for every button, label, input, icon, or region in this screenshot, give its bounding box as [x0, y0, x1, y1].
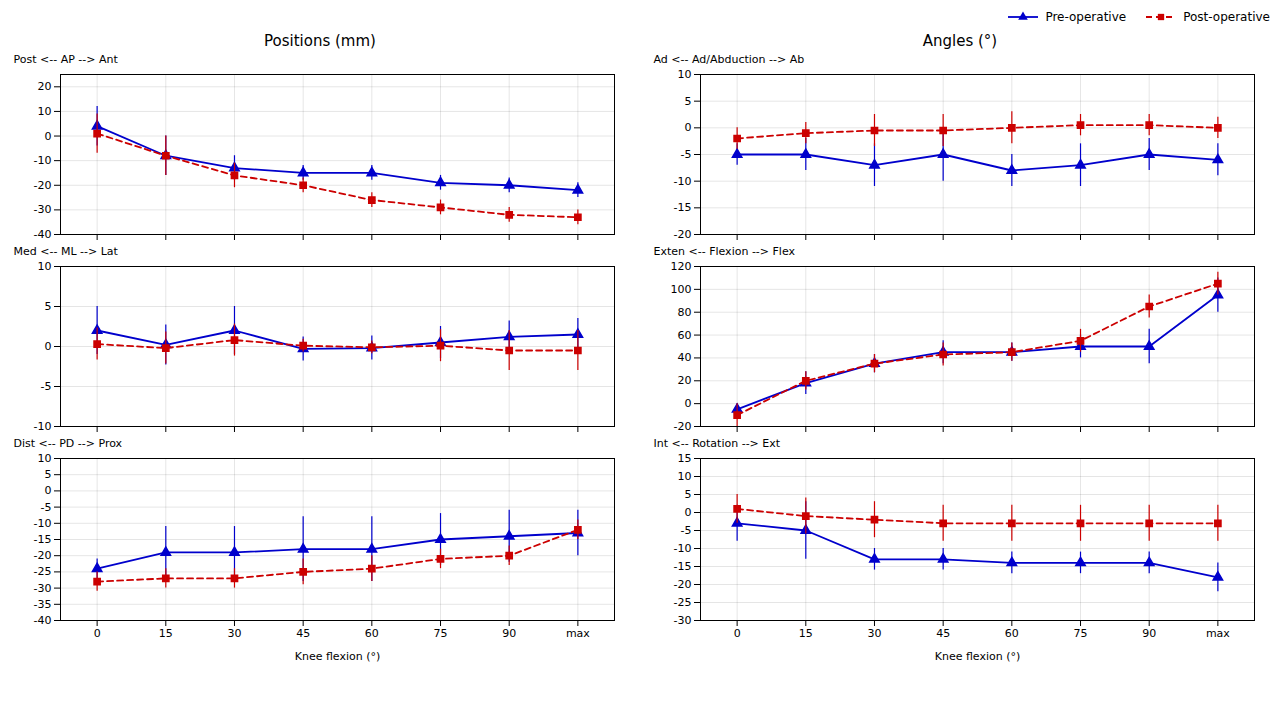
svg-text:5: 5 [685, 95, 692, 108]
svg-text:Knee flexion (°): Knee flexion (°) [295, 650, 381, 663]
svg-text:5: 5 [685, 488, 692, 501]
svg-text:-5: -5 [41, 501, 52, 514]
svg-text:-20: -20 [674, 228, 692, 241]
svg-text:30: 30 [867, 627, 881, 640]
svg-text:-20: -20 [34, 549, 52, 562]
svg-text:-30: -30 [34, 203, 52, 216]
svg-text:120: 120 [671, 260, 692, 273]
svg-text:-40: -40 [34, 228, 52, 241]
svg-text:Ad <-- Ad/Abduction --> Ab: Ad <-- Ad/Abduction --> Ab [654, 53, 805, 66]
svg-text:-10: -10 [674, 542, 692, 555]
svg-text:75: 75 [1074, 627, 1088, 640]
svg-text:0: 0 [45, 484, 52, 497]
svg-text:10: 10 [38, 260, 52, 273]
svg-text:-5: -5 [681, 148, 692, 161]
svg-text:15: 15 [678, 452, 692, 465]
svg-text:0: 0 [94, 627, 101, 640]
svg-text:-15: -15 [674, 560, 692, 573]
svg-text:10: 10 [38, 105, 52, 118]
svg-text:0: 0 [45, 130, 52, 143]
svg-text:-20: -20 [674, 578, 692, 591]
html-text:Pre-operative: Pre-operative [1045, 10, 1127, 24]
svg-text:-10: -10 [674, 175, 692, 188]
svg-text:-10: -10 [34, 517, 52, 530]
svg-text:90: 90 [1142, 627, 1156, 640]
svg-text:-5: -5 [41, 380, 52, 393]
svg-text:max: max [566, 627, 590, 640]
svg-text:-15: -15 [674, 201, 692, 214]
svg-text:90: 90 [502, 627, 516, 640]
svg-text:0: 0 [734, 627, 741, 640]
svg-text:-15: -15 [34, 533, 52, 546]
svg-text:5: 5 [45, 468, 52, 481]
svg-text:-40: -40 [34, 614, 52, 627]
svg-text:-20: -20 [34, 179, 52, 192]
html-text:Angles (°): Angles (°) [922, 32, 998, 50]
svg-text:-25: -25 [674, 596, 692, 609]
svg-text:-30: -30 [674, 614, 692, 627]
svg-text:30: 30 [227, 627, 241, 640]
svg-text:100: 100 [671, 283, 692, 296]
svg-text:-25: -25 [34, 565, 52, 578]
svg-text:15: 15 [159, 627, 173, 640]
svg-text:0: 0 [685, 506, 692, 519]
svg-text:20: 20 [38, 80, 52, 93]
svg-text:0: 0 [685, 121, 692, 134]
svg-text:-10: -10 [34, 420, 52, 433]
svg-text:75: 75 [434, 627, 448, 640]
svg-text:40: 40 [678, 351, 692, 364]
svg-text:-20: -20 [674, 420, 692, 433]
svg-text:-30: -30 [34, 582, 52, 595]
svg-text:-35: -35 [34, 598, 52, 611]
svg-text:10: 10 [678, 68, 692, 81]
svg-text:Dist <-- PD --> Prox: Dist <-- PD --> Prox [14, 437, 123, 450]
svg-text:max: max [1206, 627, 1230, 640]
svg-text:-5: -5 [681, 524, 692, 537]
html-text:Post-operative: Post-operative [1183, 10, 1270, 24]
svg-text:0: 0 [685, 397, 692, 410]
svg-text:Knee flexion (°): Knee flexion (°) [935, 650, 1021, 663]
svg-text:10: 10 [38, 452, 52, 465]
svg-text:Int <-- Rotation --> Ext: Int <-- Rotation --> Ext [654, 437, 781, 450]
svg-text:-10: -10 [34, 154, 52, 167]
html-text:Positions (mm): Positions (mm) [264, 32, 376, 50]
svg-text:Exten <-- Flexion --> Flex: Exten <-- Flexion --> Flex [654, 245, 796, 258]
svg-text:60: 60 [365, 627, 379, 640]
svg-text:10: 10 [678, 470, 692, 483]
svg-text:60: 60 [678, 329, 692, 342]
svg-text:Post <-- AP --> Ant: Post <-- AP --> Ant [14, 53, 119, 66]
svg-text:0: 0 [45, 340, 52, 353]
svg-text:5: 5 [45, 300, 52, 313]
svg-text:45: 45 [936, 627, 950, 640]
svg-text:60: 60 [1005, 627, 1019, 640]
svg-text:20: 20 [678, 374, 692, 387]
svg-text:Med <-- ML --> Lat: Med <-- ML --> Lat [14, 245, 119, 258]
svg-text:80: 80 [678, 306, 692, 319]
svg-text:15: 15 [799, 627, 813, 640]
svg-text:45: 45 [296, 627, 310, 640]
